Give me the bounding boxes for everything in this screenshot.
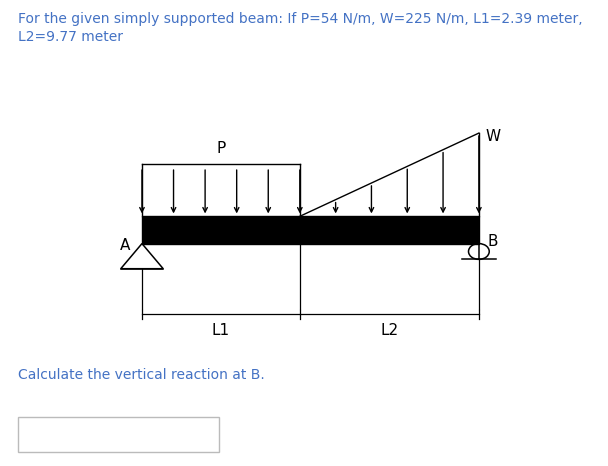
Bar [142,216,479,244]
Text: L2=9.77 meter: L2=9.77 meter [18,30,123,44]
Text: P: P [216,141,226,157]
Text: W: W [486,130,501,144]
Text: L2: L2 [380,323,398,338]
Text: Calculate the vertical reaction at B.: Calculate the vertical reaction at B. [18,368,265,382]
Text: A: A [120,238,130,253]
Text: L1: L1 [212,323,230,338]
Text: For the given simply supported beam: If P=54 N/m, W=225 N/m, L1=2.39 meter,: For the given simply supported beam: If … [18,12,583,26]
Text: B: B [488,234,498,249]
